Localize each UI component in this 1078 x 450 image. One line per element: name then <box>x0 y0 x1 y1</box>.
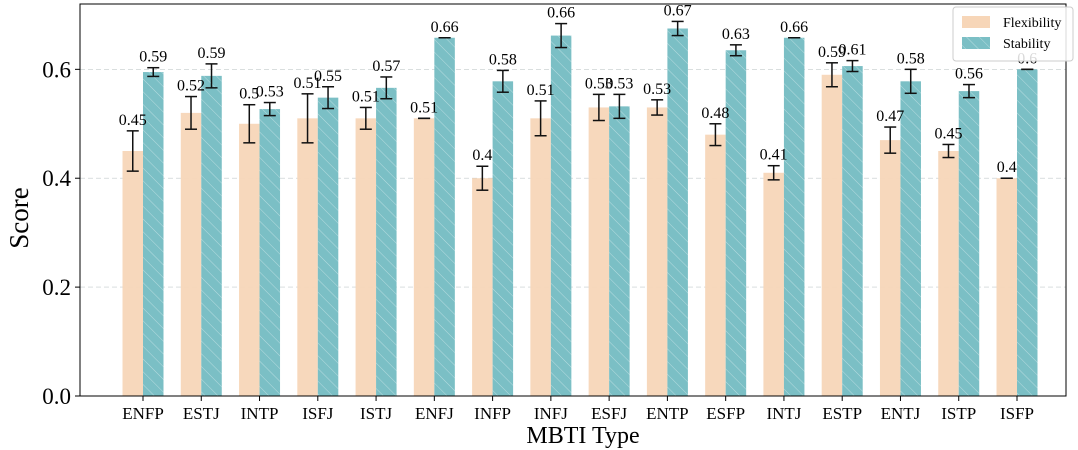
bar-flexibility-esfj <box>588 107 610 396</box>
value-label-stability-infj: 0.66 <box>547 5 575 22</box>
bar-hatch-esfp <box>725 50 747 397</box>
axes: ENFP ESTJ INTP ISFJ ISTJ ENFJ INFP INFJ ESFJ ENTP… <box>42 3 1067 423</box>
value-label-flexibility-istj: 0.51 <box>352 88 380 105</box>
legend-swatch-hatch <box>962 37 990 49</box>
value-label-flexibility-intp: 0.5 <box>239 86 259 103</box>
value-label-stability-entj: 0.58 <box>897 50 925 67</box>
bar-flexibility-enfj <box>413 118 435 396</box>
error-bars <box>126 20 1034 191</box>
bar-hatch-esfj <box>609 106 630 396</box>
bar-flexibility-estp <box>821 74 843 397</box>
y-tick-label: 0.2 <box>42 275 71 300</box>
bar-flexibility-entj <box>879 140 901 396</box>
value-label-stability-infp: 0.58 <box>489 51 517 68</box>
x-tick-label-enfp: ENFP <box>122 404 164 423</box>
bar-hatch-infj <box>550 35 572 396</box>
value-label-flexibility-intj: 0.41 <box>760 147 788 164</box>
value-label-flexibility-enfj: 0.51 <box>410 99 438 116</box>
value-label-flexibility-infj: 0.51 <box>527 82 555 99</box>
bar-hatch-istj <box>376 87 397 396</box>
x-tick-label-entj: ENTJ <box>881 404 921 423</box>
value-label-stability-intp: 0.53 <box>256 84 284 101</box>
value-label-flexibility-estp: 0.59 <box>818 44 846 61</box>
value-label-flexibility-estj: 0.52 <box>177 78 205 95</box>
bar-hatch-istp <box>958 91 980 396</box>
bar-flexibility-intj <box>763 172 784 396</box>
bar-flexibility-enfp <box>122 151 143 396</box>
bar-flexibility-entp <box>646 107 668 396</box>
bar-hatch-intp <box>259 109 281 397</box>
y-axis-title: Score <box>4 187 34 248</box>
x-tick-label-intj: INTJ <box>766 404 801 423</box>
bar-flexibility-istp <box>938 151 959 396</box>
x-tick-label-esfj: ESFJ <box>591 404 627 423</box>
bar-flexibility-estj <box>180 112 202 396</box>
value-labels: 0.450.590.520.590.50.530.510.550.510.570… <box>119 2 1038 176</box>
value-label-stability-enfj: 0.66 <box>431 19 459 36</box>
value-label-flexibility-istp: 0.45 <box>934 125 962 142</box>
value-label-flexibility-infp: 0.4 <box>472 147 492 164</box>
y-tick-label: 0.0 <box>42 384 71 409</box>
value-label-stability-enfp: 0.59 <box>139 49 167 66</box>
bar-flexibility-esfp <box>705 134 726 396</box>
bar-hatch-estj <box>201 75 222 396</box>
bar-flexibility-infj <box>530 118 551 396</box>
value-label-stability-isfj: 0.55 <box>314 68 342 85</box>
value-label-flexibility-esfp: 0.48 <box>701 105 729 122</box>
bar-hatch-enfj <box>434 37 455 396</box>
x-tick-label-isfp: ISFP <box>1000 404 1034 423</box>
x-tick-label-infp: INFP <box>474 404 511 423</box>
x-tick-label-infj: INFJ <box>534 404 568 423</box>
bar-hatch-infp <box>492 81 514 397</box>
value-label-stability-istj: 0.57 <box>372 58 400 75</box>
bar-flexibility-istj <box>355 118 377 396</box>
value-label-flexibility-entj: 0.47 <box>876 108 904 125</box>
bars <box>122 28 1038 397</box>
value-label-stability-esfp: 0.63 <box>722 26 750 43</box>
value-label-flexibility-esfj: 0.53 <box>585 75 613 92</box>
legend-label-stability: Stability <box>1003 37 1050 52</box>
y-tick-label: 0.4 <box>42 166 71 191</box>
bar-flexibility-isfp <box>996 178 1017 396</box>
bar-flexibility-infp <box>472 178 493 396</box>
legend: Flexibility Stability <box>952 6 1074 62</box>
value-label-stability-entp: 0.67 <box>664 2 692 19</box>
value-label-stability-estj: 0.59 <box>198 45 226 62</box>
bar-hatch-isfp <box>1017 69 1038 396</box>
x-tick-label-isfj: ISFJ <box>302 404 334 423</box>
value-label-flexibility-isfp: 0.4 <box>997 159 1017 176</box>
plot-border <box>79 3 1067 397</box>
bar-hatch-isfj <box>317 97 339 397</box>
value-label-stability-intj: 0.66 <box>780 19 808 36</box>
x-tick-label-entp: ENTP <box>646 404 689 423</box>
value-label-stability-esfj: 0.53 <box>605 75 633 92</box>
legend-swatch-flexibility <box>962 16 990 28</box>
bar-hatch-enfp <box>143 72 164 397</box>
bar-hatch-entp <box>667 28 688 396</box>
value-label-stability-estp: 0.61 <box>838 42 866 59</box>
bar-flexibility-isfj <box>297 118 318 396</box>
value-label-flexibility-enfp: 0.45 <box>119 112 147 129</box>
x-tick-label-istj: ISTJ <box>360 404 393 423</box>
value-label-flexibility-entp: 0.53 <box>643 81 671 98</box>
x-tick-label-estj: ESTJ <box>183 404 220 423</box>
bar-flexibility-intp <box>239 123 260 397</box>
bar-hatch-entj <box>900 81 921 397</box>
x-axis-title: MBTI Type <box>526 423 639 449</box>
value-label-stability-istp: 0.56 <box>955 66 983 83</box>
bar-hatch-intj <box>783 37 805 396</box>
x-tick-label-estp: ESTP <box>822 404 862 423</box>
bar-hatch-estp <box>842 66 863 397</box>
y-tick-label: 0.6 <box>42 57 71 82</box>
value-label-flexibility-isfj: 0.51 <box>294 75 322 92</box>
x-tick-label-esfp: ESFP <box>706 404 745 423</box>
x-tick-label-enfj: ENFJ <box>415 404 454 423</box>
x-tick-label-intp: INTP <box>241 404 279 423</box>
legend-label-flexibility: Flexibility <box>1003 16 1061 31</box>
x-tick-label-istp: ISTP <box>941 404 976 423</box>
